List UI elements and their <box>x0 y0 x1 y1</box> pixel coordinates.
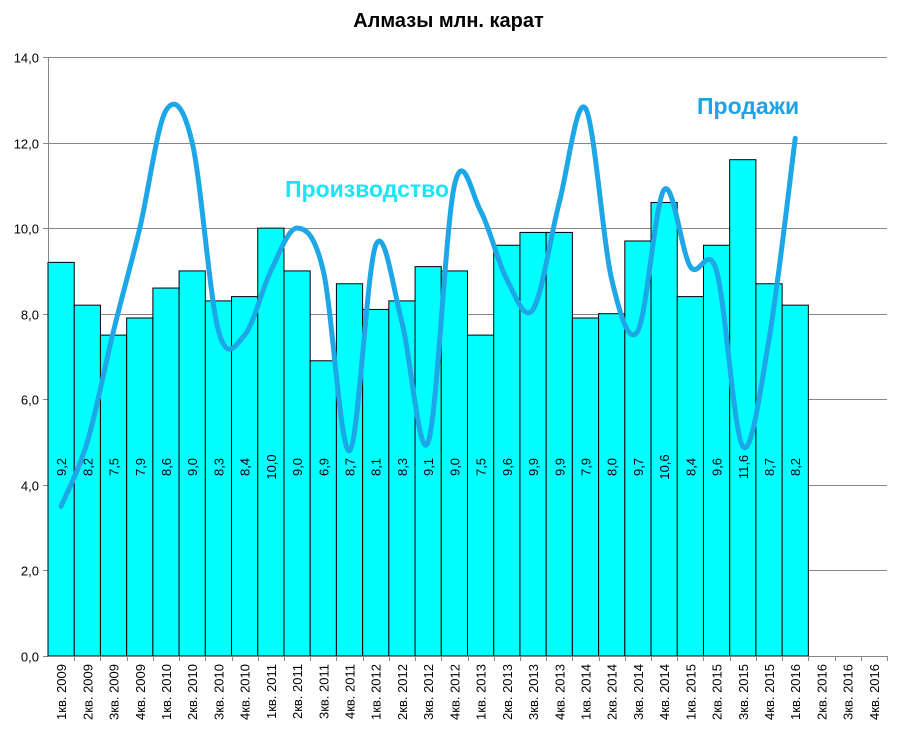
bar-data-label: 8,7 <box>762 458 777 476</box>
x-tick-label: 4кв. 2011 <box>343 664 358 719</box>
x-tick-label: 4кв. 2013 <box>552 664 567 720</box>
bar-data-label: 9,6 <box>710 458 725 476</box>
bar-data-label: 8,3 <box>395 458 410 476</box>
bar-data-label: 8,4 <box>683 458 698 476</box>
x-tick-label: 4кв. 2015 <box>762 664 777 720</box>
bar-data-label: 7,5 <box>474 458 489 476</box>
bar <box>781 304 809 657</box>
x-tick-label: 3кв. 2010 <box>211 664 226 720</box>
bar <box>598 313 626 657</box>
bar-data-label: 9,0 <box>290 458 305 476</box>
bar-data-label: 7,9 <box>578 458 593 476</box>
x-tick-label: 1кв. 2010 <box>159 664 174 720</box>
bar-data-label: 8,0 <box>605 458 620 476</box>
y-tick-label: 6,0 <box>21 393 39 408</box>
x-tick-label: 2кв. 2011 <box>290 664 305 719</box>
x-tick-label: 4кв. 2014 <box>657 664 672 720</box>
x-tick-label: 3кв. 2011 <box>316 664 331 719</box>
bar <box>650 201 678 657</box>
x-tick-label: 1кв. 2012 <box>369 664 384 720</box>
bar-data-label: 9,0 <box>447 458 462 476</box>
x-tick-label: 4кв. 2009 <box>133 664 148 720</box>
x-tick-label: 3кв. 2013 <box>526 664 541 720</box>
bar <box>178 270 206 657</box>
bar-data-label: 8,2 <box>80 458 95 476</box>
bar <box>571 317 600 657</box>
bar <box>231 296 259 657</box>
bar-data-label: 6,9 <box>316 458 331 476</box>
bar <box>126 317 154 657</box>
bar <box>335 283 364 657</box>
bar-data-label: 10,0 <box>264 454 279 479</box>
bar-data-label: 8,2 <box>788 458 803 476</box>
y-tick-label: 4,0 <box>21 479 39 494</box>
bar-data-label: 8,3 <box>211 458 226 476</box>
y-tick-label: 2,0 <box>21 564 39 579</box>
x-tick-label: 1кв. 2009 <box>54 664 69 720</box>
x-tick-label: 1кв. 2015 <box>683 664 698 720</box>
x-tick-label: 2кв. 2013 <box>500 664 515 720</box>
x-tick-label: 2кв. 2016 <box>814 664 829 720</box>
bar-data-label: 8,7 <box>343 458 358 476</box>
x-tick-label: 4кв. 2012 <box>447 664 462 720</box>
bar-data-label: 10,6 <box>657 454 672 479</box>
bar <box>676 296 704 657</box>
bar-data-label: 9,6 <box>500 458 515 476</box>
bar <box>702 244 731 657</box>
y-tick-label: 14,0 <box>14 51 39 66</box>
bar-data-label: 9,2 <box>54 458 69 476</box>
bar-data-label: 8,1 <box>369 458 384 476</box>
x-tick-label: 1кв. 2014 <box>578 664 593 720</box>
bar <box>47 261 75 657</box>
bar <box>519 231 547 657</box>
bar <box>99 334 128 657</box>
bar-data-label: 8,4 <box>238 458 253 476</box>
y-tick-label: 12,0 <box>14 137 39 152</box>
sales-line <box>58 101 798 509</box>
chart-title: Алмазы млн. карат <box>353 10 544 32</box>
x-tick-label: 4кв. 2010 <box>238 664 253 720</box>
bar <box>545 231 573 657</box>
bar <box>388 300 416 657</box>
x-tick-label: 1кв. 2013 <box>474 664 489 720</box>
x-tick-label: 3кв. 2015 <box>736 664 751 720</box>
bar <box>73 304 101 657</box>
bar <box>362 308 390 657</box>
bar-data-label: 9,9 <box>526 458 541 476</box>
bar-data-label: 9,1 <box>421 458 436 476</box>
bar <box>309 360 337 657</box>
bar-data-label: 7,5 <box>107 458 122 476</box>
x-tick-label: 2кв. 2012 <box>395 664 410 720</box>
bar <box>414 266 442 657</box>
x-tick-label: 2кв. 2010 <box>185 664 200 720</box>
x-tick-label: 4кв. 2016 <box>867 664 882 720</box>
x-tick-label: 2кв. 2014 <box>605 664 620 720</box>
bar-data-label: 9,0 <box>185 458 200 476</box>
x-tick-label: 3кв. 2009 <box>107 664 122 720</box>
bar <box>467 334 495 657</box>
y-tick-label: 10,0 <box>14 222 39 237</box>
y-tick-label: 8,0 <box>21 308 39 323</box>
y-tick-label: 0,0 <box>21 650 39 665</box>
bar-data-label: 9,7 <box>631 458 646 476</box>
x-tick-label: 3кв. 2014 <box>631 664 646 720</box>
x-tick-label: 2кв. 2009 <box>80 664 95 720</box>
x-tick-label: 1кв. 2011 <box>264 664 279 719</box>
bar <box>152 287 180 657</box>
bar <box>204 300 233 657</box>
x-tick-label: 3кв. 2016 <box>841 664 856 720</box>
bar-data-label: 7,9 <box>133 458 148 476</box>
annotation-sales: Продажи <box>697 93 800 119</box>
annotation-production: Производство <box>285 176 450 202</box>
x-tick-label: 2кв. 2015 <box>710 664 725 720</box>
x-tick-label: 3кв. 2012 <box>421 664 436 720</box>
bar <box>493 244 521 657</box>
bar-data-label: 11,6 <box>736 455 751 479</box>
x-tick-label: 1кв. 2016 <box>788 664 803 720</box>
bar-data-label: 9,9 <box>552 458 567 476</box>
bar-data-label: 8,6 <box>159 458 174 476</box>
